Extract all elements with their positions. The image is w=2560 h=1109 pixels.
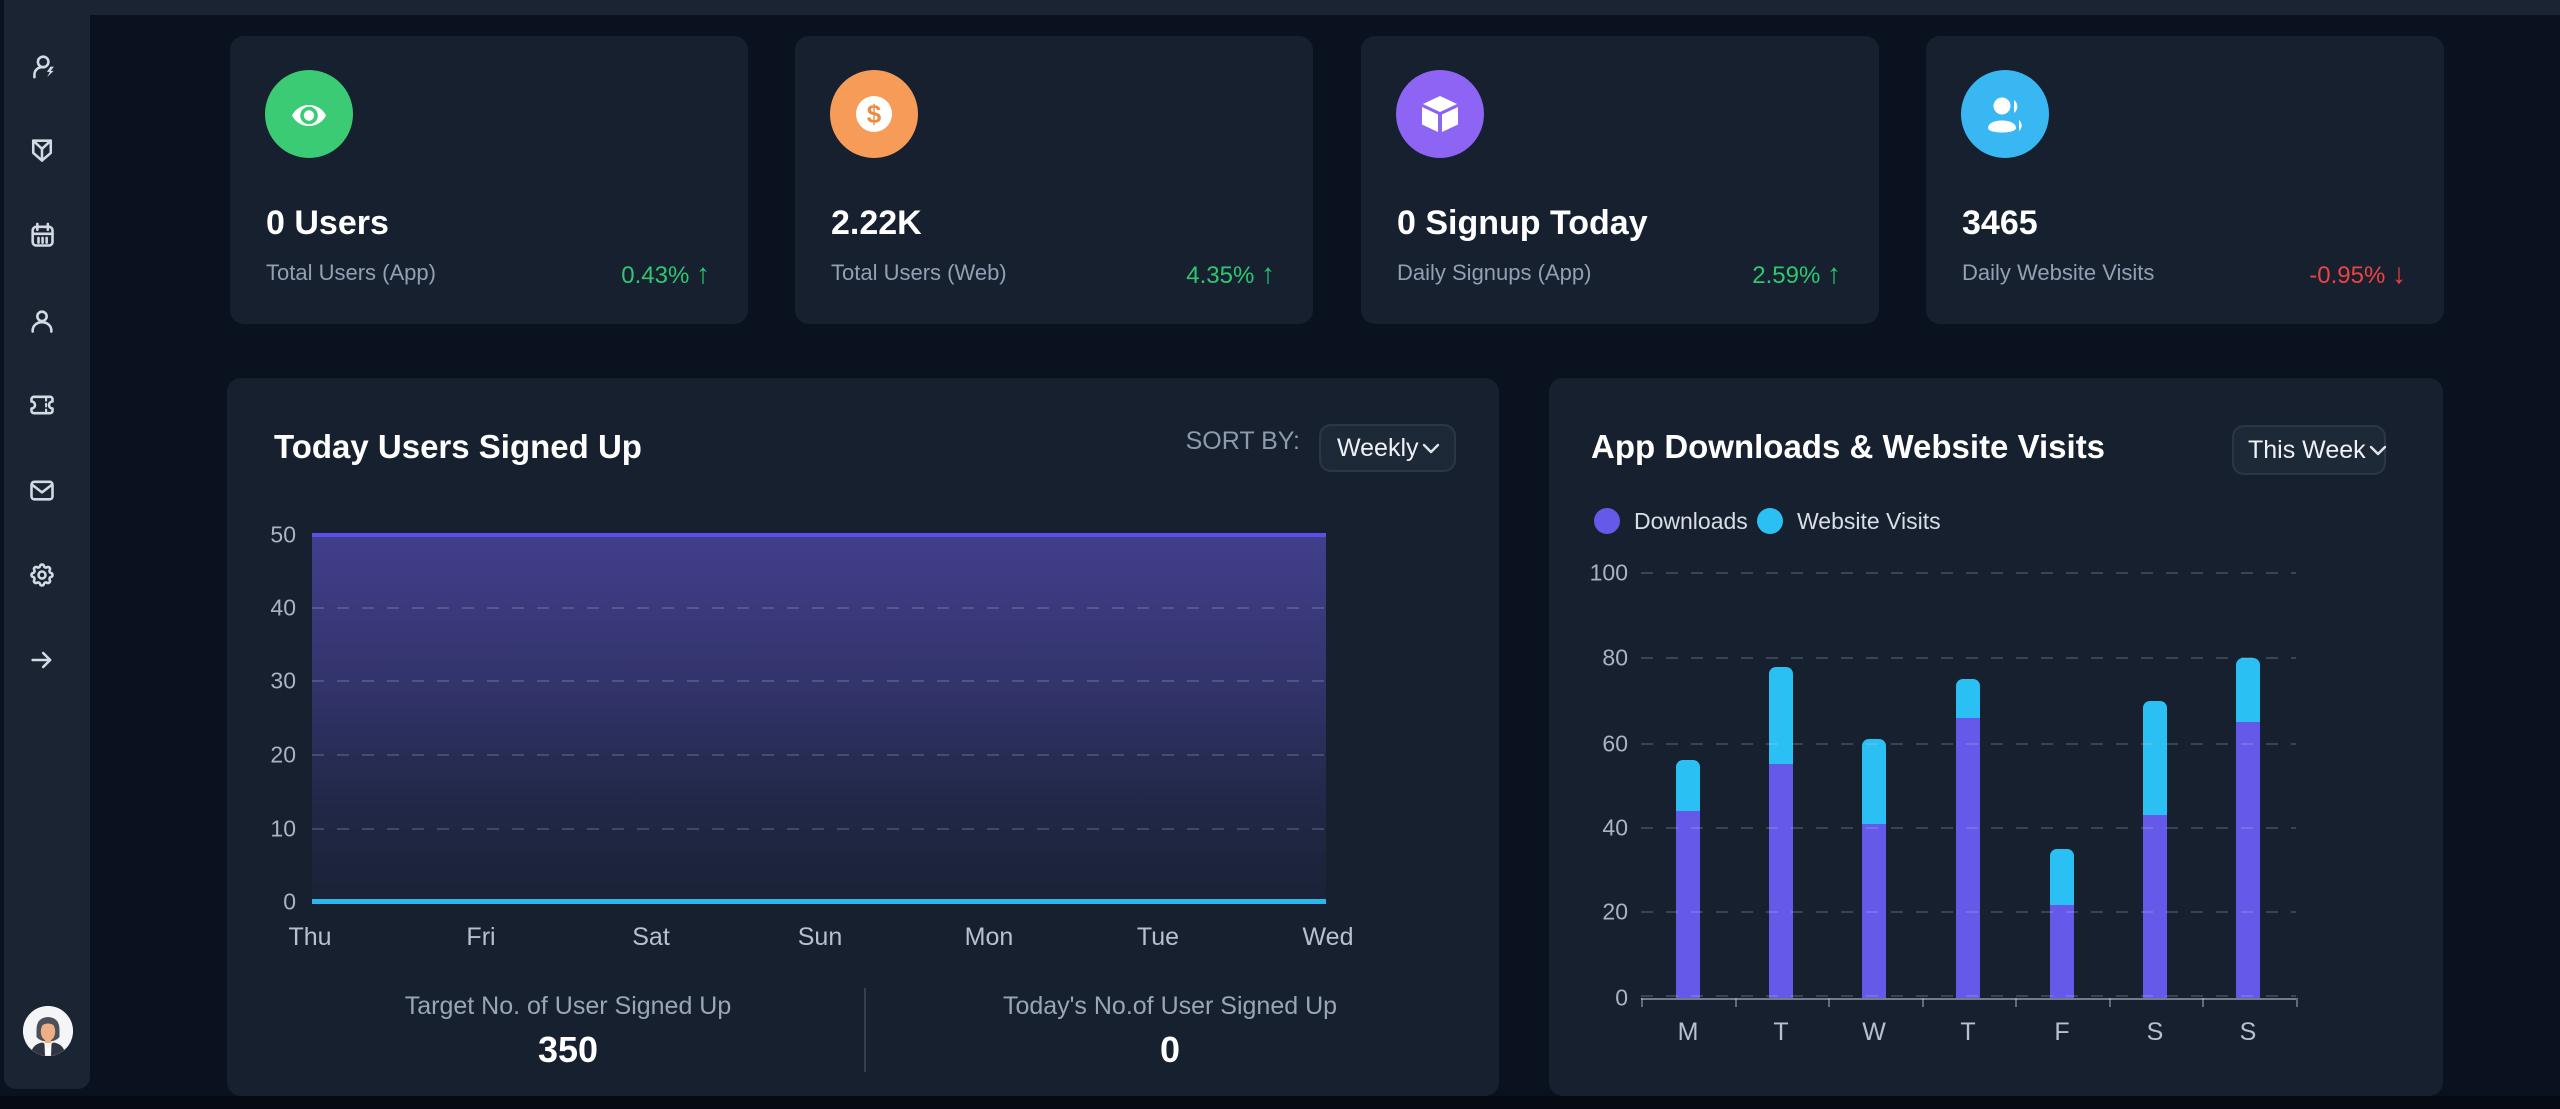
svg-text:$: $ xyxy=(867,99,882,129)
